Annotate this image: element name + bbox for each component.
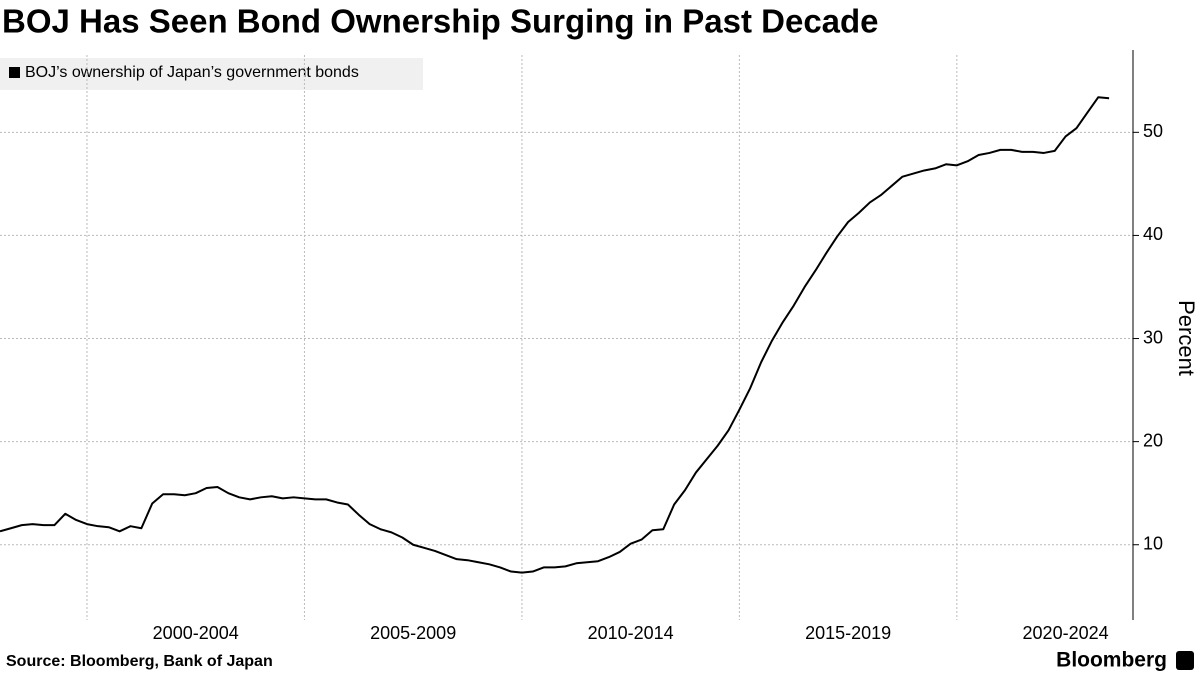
brand-icon (1176, 651, 1194, 670)
y-tick-label: 10 (1143, 533, 1163, 553)
y-tick-label: 30 (1143, 327, 1163, 347)
legend-label: BOJ’s ownership of Japan’s government bo… (25, 64, 359, 81)
legend-swatch (9, 67, 20, 78)
source: Source: Bloomberg, Bank of Japan (6, 653, 273, 670)
y-axis-label: Percent (1174, 300, 1199, 376)
brand: Bloomberg (1056, 649, 1167, 672)
x-tick-label: 2005-2009 (370, 623, 456, 643)
x-tick-label: 2000-2004 (153, 623, 239, 643)
line (0, 96, 1110, 574)
y-tick-label: 50 (1143, 121, 1163, 141)
y-tick-label: 20 (1143, 430, 1163, 450)
x-tick-label: 2015-2019 (805, 623, 891, 643)
chart-title: BOJ Has Seen Bond Ownership Surging in P… (2, 3, 879, 40)
x-tick-label: 2010-2014 (588, 623, 674, 643)
y-tick-label: 40 (1143, 224, 1163, 244)
x-tick-label: 2020-2024 (1023, 623, 1109, 643)
legend-box (0, 58, 423, 90)
